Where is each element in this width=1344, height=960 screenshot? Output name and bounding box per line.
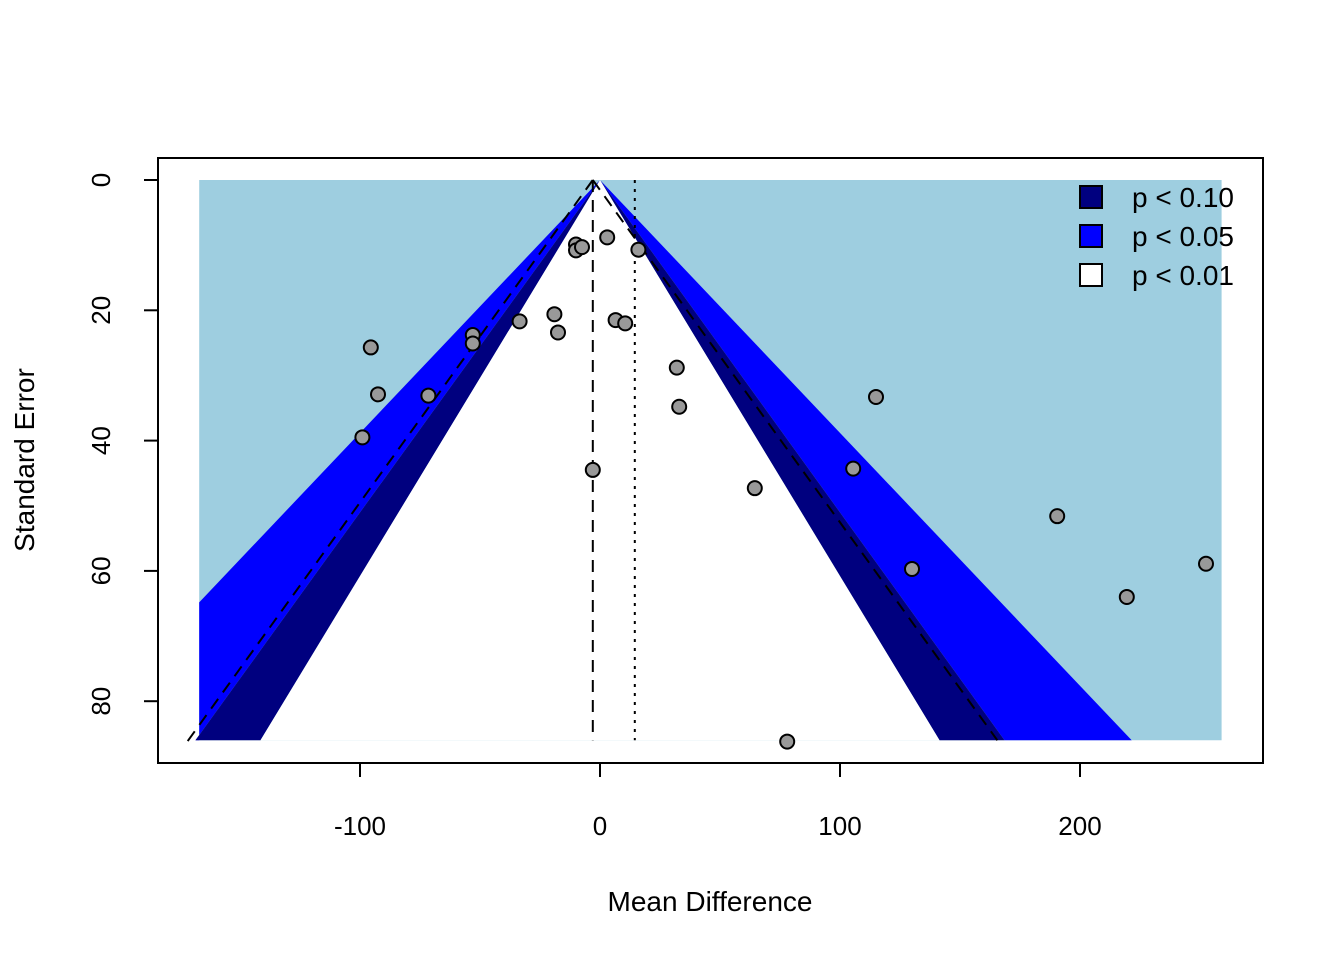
y-axis: 0 20 40 60 80 bbox=[86, 173, 159, 716]
study-point bbox=[904, 560, 920, 577]
study-point bbox=[668, 359, 685, 376]
study-point bbox=[779, 733, 796, 750]
y-tick-label: 40 bbox=[86, 426, 116, 455]
x-tick-label: 200 bbox=[1058, 811, 1101, 841]
study-point bbox=[1049, 508, 1066, 525]
legend-swatch bbox=[1079, 185, 1103, 209]
study-point bbox=[370, 386, 386, 403]
region-p01-funnel bbox=[260, 180, 940, 741]
study-point bbox=[630, 241, 647, 258]
study-point bbox=[617, 315, 634, 332]
reference-lines bbox=[186, 179, 999, 743]
study-point bbox=[1118, 588, 1135, 605]
x-axis: -100 0 100 200 bbox=[334, 762, 1102, 841]
y-tick-label: 60 bbox=[86, 556, 116, 585]
study-point bbox=[845, 460, 862, 477]
x-tick-label: 100 bbox=[818, 811, 861, 841]
study-point bbox=[362, 339, 379, 356]
study-point bbox=[420, 387, 437, 404]
y-tick-label: 80 bbox=[86, 687, 116, 716]
region-p10-right bbox=[600, 180, 1005, 741]
study-point bbox=[599, 229, 616, 246]
y-tick-label: 20 bbox=[86, 296, 116, 325]
study-point bbox=[546, 306, 563, 323]
pseudo-ci-right-line bbox=[591, 179, 999, 741]
y-axis-title: Standard Error bbox=[9, 368, 40, 552]
x-tick-label: 0 bbox=[593, 811, 607, 841]
region-p05-right bbox=[600, 180, 1132, 741]
study-point bbox=[746, 480, 763, 497]
study-point bbox=[671, 398, 688, 415]
region-p10-left bbox=[195, 180, 600, 741]
pseudo-ci-left-line bbox=[186, 179, 594, 743]
legend: p < 0.10 p < 0.05 p < 0.01 bbox=[1079, 182, 1234, 291]
study-point bbox=[574, 239, 590, 256]
study-point bbox=[550, 324, 566, 341]
y-tick-label: 0 bbox=[86, 173, 116, 187]
study-point bbox=[868, 388, 884, 405]
study-points bbox=[354, 229, 1214, 750]
study-point bbox=[1198, 555, 1214, 572]
study-point bbox=[354, 429, 371, 446]
legend-swatch bbox=[1079, 263, 1103, 287]
legend-swatch bbox=[1079, 224, 1103, 248]
legend-label: p < 0.01 bbox=[1132, 260, 1234, 291]
legend-label: p < 0.05 bbox=[1132, 221, 1234, 252]
study-point bbox=[511, 313, 528, 330]
legend-label: p < 0.10 bbox=[1132, 182, 1234, 213]
contour-regions bbox=[195, 180, 1222, 741]
x-axis-title: Mean Difference bbox=[608, 886, 813, 917]
x-tick-label: -100 bbox=[334, 811, 386, 841]
study-point bbox=[584, 461, 601, 478]
study-point bbox=[464, 335, 481, 352]
